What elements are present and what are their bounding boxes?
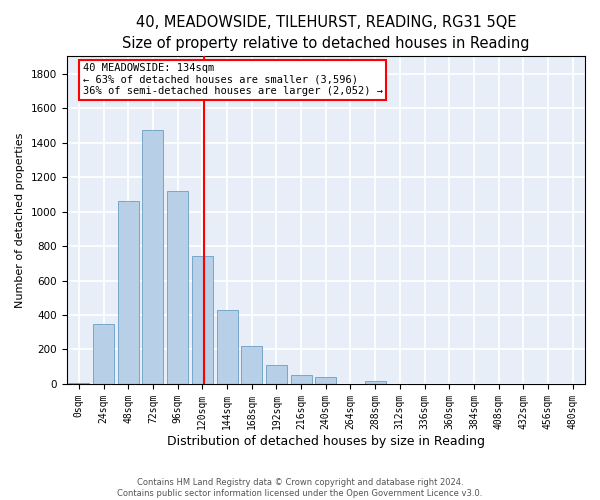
Y-axis label: Number of detached properties: Number of detached properties [15,132,25,308]
Bar [142,130,163,384]
Bar [93,324,114,384]
Bar [192,256,213,384]
Text: Contains HM Land Registry data © Crown copyright and database right 2024.
Contai: Contains HM Land Registry data © Crown c… [118,478,482,498]
Bar [266,365,287,384]
Bar [290,376,311,384]
Title: 40, MEADOWSIDE, TILEHURST, READING, RG31 5QE
Size of property relative to detach: 40, MEADOWSIDE, TILEHURST, READING, RG31… [122,15,530,51]
Bar [217,310,238,384]
Bar [315,377,336,384]
Bar [167,191,188,384]
Text: 40 MEADOWSIDE: 134sqm
← 63% of detached houses are smaller (3,596)
36% of semi-d: 40 MEADOWSIDE: 134sqm ← 63% of detached … [83,63,383,96]
Bar [118,201,139,384]
Bar [241,346,262,384]
Bar [365,380,386,384]
Bar [68,383,89,384]
X-axis label: Distribution of detached houses by size in Reading: Distribution of detached houses by size … [167,434,485,448]
